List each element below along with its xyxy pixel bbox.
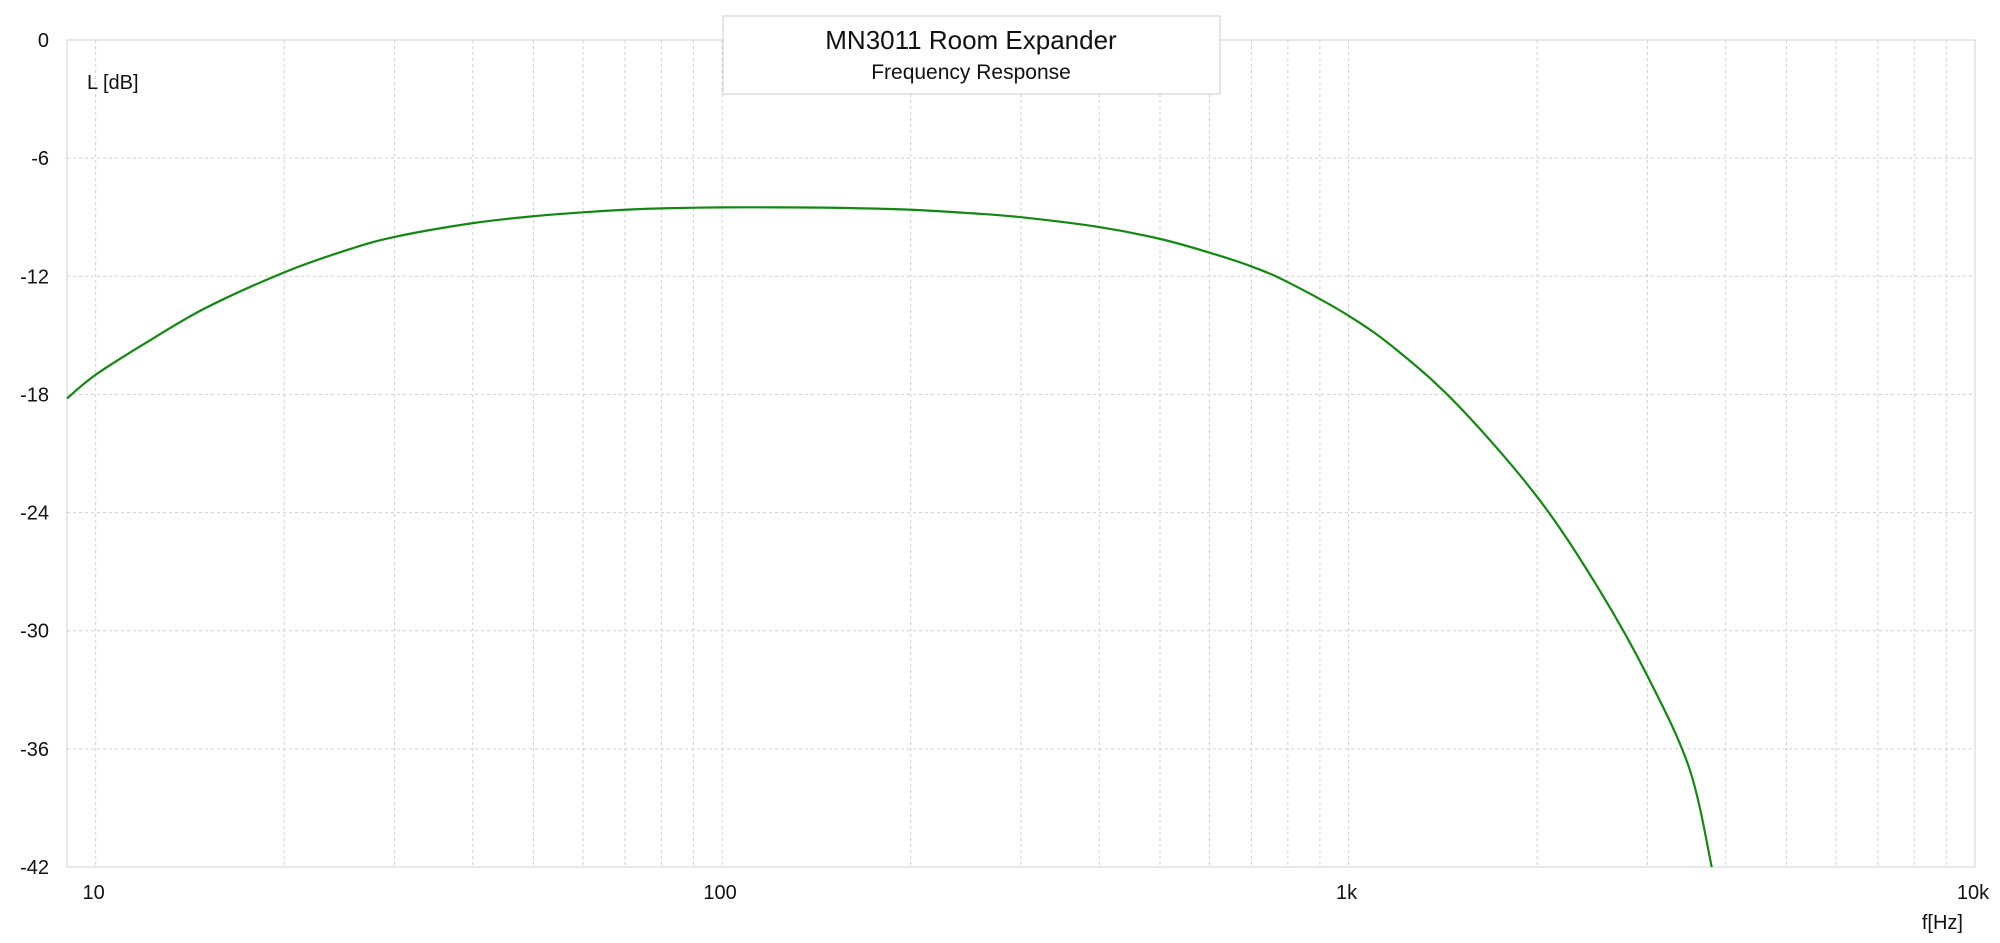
chart-title-box: MN3011 Room Expander Frequency Response <box>722 15 1221 95</box>
title-box-border <box>722 15 1221 95</box>
x-tick-label: 1k <box>1336 882 1358 904</box>
y-tick-label: -24 <box>20 503 49 525</box>
y-tick-label: -42 <box>20 857 49 879</box>
x-axis-title: f[Hz] <box>1922 912 1963 934</box>
y-tick-label: -12 <box>20 266 49 288</box>
y-axis-ticks: 0 -6 -12 -18 -24 -30 -36 -42 <box>20 30 49 879</box>
y-tick-label: 0 <box>38 30 49 52</box>
series-line <box>66 206 1713 868</box>
chart-title: MN3011 Room Expander <box>825 25 1117 55</box>
chart-subtitle: Frequency Response <box>871 61 1071 84</box>
y-tick-label: -6 <box>31 148 49 170</box>
x-tick-label: 10 <box>83 882 105 904</box>
x-tick-label: 10k <box>1957 882 1990 904</box>
y-axis-title: L [dB] <box>87 72 139 94</box>
y-tick-label: -36 <box>20 739 49 761</box>
y-tick-label: -18 <box>20 384 49 406</box>
y-tick-label: -30 <box>20 621 49 643</box>
grid <box>66 39 1976 868</box>
x-axis-ticks: 10 100 1k 10k <box>83 882 1991 904</box>
x-tick-label: 100 <box>703 882 736 904</box>
